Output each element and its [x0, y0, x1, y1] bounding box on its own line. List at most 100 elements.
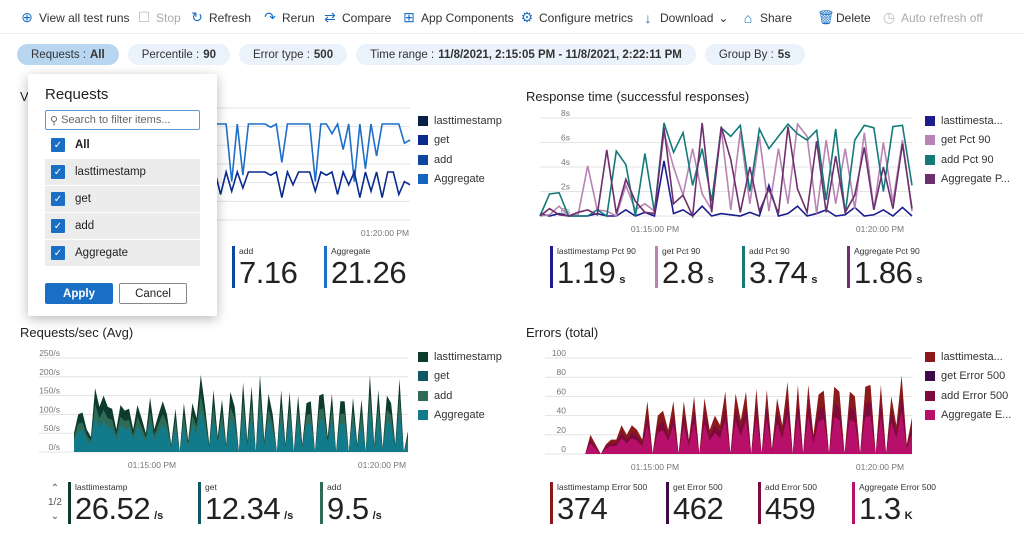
- filter-pill[interactable]: Requests : All: [17, 44, 119, 65]
- filter-label: Error type :: [253, 48, 310, 61]
- checkbox-checked-icon[interactable]: ✓: [51, 165, 65, 179]
- toolbar-delete-button[interactable]: 🗑 Delete: [817, 9, 871, 26]
- legend-item[interactable]: lasttimesta...: [925, 111, 1010, 131]
- legend-swatch: [418, 154, 428, 165]
- x-tick-label: 01:20:00 PM: [361, 228, 409, 238]
- app-components-icon: ⊞: [403, 9, 415, 25]
- stat-color-bar: [847, 246, 850, 288]
- stat-label: get: [205, 482, 217, 492]
- stat-color-bar: [666, 482, 669, 524]
- stat-label: lasttimestamp: [75, 482, 128, 492]
- stat-color-bar: [550, 246, 553, 288]
- checkbox-checked-icon[interactable]: ✓: [51, 138, 65, 152]
- toolbar-auto-refresh-off-button[interactable]: ◷ Auto refresh off: [882, 9, 983, 26]
- toolbar-label: Refresh: [209, 10, 252, 25]
- y-tick-label: 60: [557, 386, 567, 396]
- legend-label: lasttimestamp: [434, 114, 502, 127]
- line-series: [539, 160, 913, 218]
- chevron-up-icon[interactable]: ⌃: [50, 483, 60, 494]
- y-tick-label: 6s: [561, 133, 570, 143]
- legend-item[interactable]: lasttimestamp: [418, 111, 502, 131]
- legend-item[interactable]: get Error 500: [925, 367, 1011, 387]
- checkbox-checked-icon[interactable]: ✓: [51, 192, 65, 206]
- toolbar-download-button[interactable]: ↓ Download ⌄: [641, 9, 729, 26]
- chart-legend: lasttimestamp get add Aggregate: [418, 347, 502, 425]
- toolbar-compare-button[interactable]: ⇄ Compare: [323, 9, 391, 26]
- filter-pill[interactable]: Error type :500: [239, 44, 348, 65]
- stat-value: 1.19: [557, 255, 616, 290]
- legend-item[interactable]: add Pct 90: [925, 150, 1010, 170]
- apply-button[interactable]: Apply: [45, 283, 113, 304]
- y-tick-label: 50/s: [44, 423, 60, 433]
- filter-value: 5s: [777, 48, 791, 61]
- filter-pill[interactable]: Percentile :90: [127, 44, 231, 65]
- legend-item[interactable]: get: [418, 367, 502, 387]
- stat-unit: /s: [372, 510, 382, 522]
- stat-unit: s: [811, 274, 818, 286]
- toolbar-view-all-test-runs-button[interactable]: ⊕ View all test runs: [20, 9, 129, 26]
- legend-item[interactable]: Aggregate E...: [925, 406, 1011, 426]
- filter-option[interactable]: ✓ Aggregate: [45, 240, 200, 266]
- stat-tile: lasttimestamp Error 500 374: [550, 482, 647, 526]
- stat-value: 21.26: [331, 255, 407, 290]
- filter-option[interactable]: ✓ add: [45, 213, 200, 239]
- legend-item[interactable]: add: [418, 386, 502, 406]
- toolbar-app-components-button[interactable]: ⊞ App Components: [402, 9, 514, 26]
- legend-item[interactable]: add Error 500: [925, 386, 1011, 406]
- stat-color-bar: [758, 482, 761, 524]
- checkbox-checked-icon[interactable]: ✓: [51, 246, 65, 260]
- toolbar-rerun-button[interactable]: ↷ Rerun: [263, 9, 315, 26]
- filter-value: 11/8/2021, 2:15:05 PM - 11/8/2021, 2:22:…: [438, 48, 682, 61]
- legend-swatch: [925, 154, 935, 165]
- toolbar-configure-metrics-button[interactable]: ⚙ Configure metrics: [520, 9, 633, 26]
- stat-color-bar: [320, 482, 323, 524]
- toolbar-stop-button[interactable]: ☐ Stop: [137, 9, 181, 26]
- legend-item[interactable]: Aggregate P...: [925, 170, 1010, 190]
- toolbar-share-button[interactable]: ⌂ Share: [741, 9, 792, 26]
- stat-tile: Aggregate 21.26: [324, 246, 407, 290]
- stat-label: add: [327, 482, 342, 492]
- stat-value: 1.86: [854, 255, 913, 290]
- toolbar-refresh-button[interactable]: ↻ Refresh: [190, 9, 251, 26]
- legend-swatch: [925, 371, 935, 382]
- legend-label: Aggregate P...: [941, 173, 1010, 186]
- toolbar-label: Rerun: [282, 10, 315, 25]
- filter-option[interactable]: ✓ lasttimestamp: [45, 159, 200, 185]
- legend-item[interactable]: lasttimesta...: [925, 347, 1011, 367]
- y-tick-label: 100: [552, 348, 566, 358]
- filter-pill[interactable]: Group By :5s: [704, 44, 805, 65]
- filter-option[interactable]: ✓ All: [45, 132, 200, 158]
- line-series: [539, 122, 913, 220]
- legend-item[interactable]: get: [418, 131, 502, 151]
- legend-item[interactable]: lasttimestamp: [418, 347, 502, 367]
- area-series-layer: [580, 410, 912, 454]
- legend-item[interactable]: add: [418, 150, 502, 170]
- stat-label: add Error 500: [765, 482, 817, 492]
- chevron-down-icon: ⌄: [718, 10, 729, 25]
- filter-label: Percentile :: [141, 48, 200, 61]
- checkbox-checked-icon[interactable]: ✓: [51, 219, 65, 233]
- filter-search-input[interactable]: ⚲ Search to filter items...: [45, 110, 200, 130]
- rerun-icon: ↷: [264, 9, 276, 25]
- legend-item[interactable]: Aggregate: [418, 170, 502, 190]
- legend-label: add: [434, 153, 453, 166]
- filter-pill[interactable]: Time range :11/8/2021, 2:15:05 PM - 11/8…: [356, 44, 696, 65]
- panel-title: V: [20, 89, 29, 104]
- legend-swatch: [925, 390, 935, 401]
- stat-label: Aggregate Error 500: [859, 482, 937, 492]
- y-tick-label: 0: [561, 444, 566, 454]
- toolbar-label: Delete: [836, 10, 871, 25]
- legend-item[interactable]: get Pct 90: [925, 131, 1010, 151]
- stat-tile: Aggregate Pct 90 1.86 s: [847, 246, 922, 290]
- chevron-down-icon[interactable]: ⌄: [50, 511, 60, 522]
- filter-value: 90: [203, 48, 217, 61]
- stat-color-bar: [742, 246, 745, 288]
- legend-item[interactable]: Aggregate: [418, 406, 502, 426]
- y-tick-label: 8s: [561, 108, 570, 118]
- filter-option[interactable]: ✓ get: [45, 186, 200, 212]
- cancel-button[interactable]: Cancel: [119, 283, 187, 304]
- legend-label: add Pct 90: [941, 153, 994, 166]
- y-tick-label: 40: [557, 406, 567, 416]
- stat-tile: lasttimestamp 26.52/s: [68, 482, 163, 526]
